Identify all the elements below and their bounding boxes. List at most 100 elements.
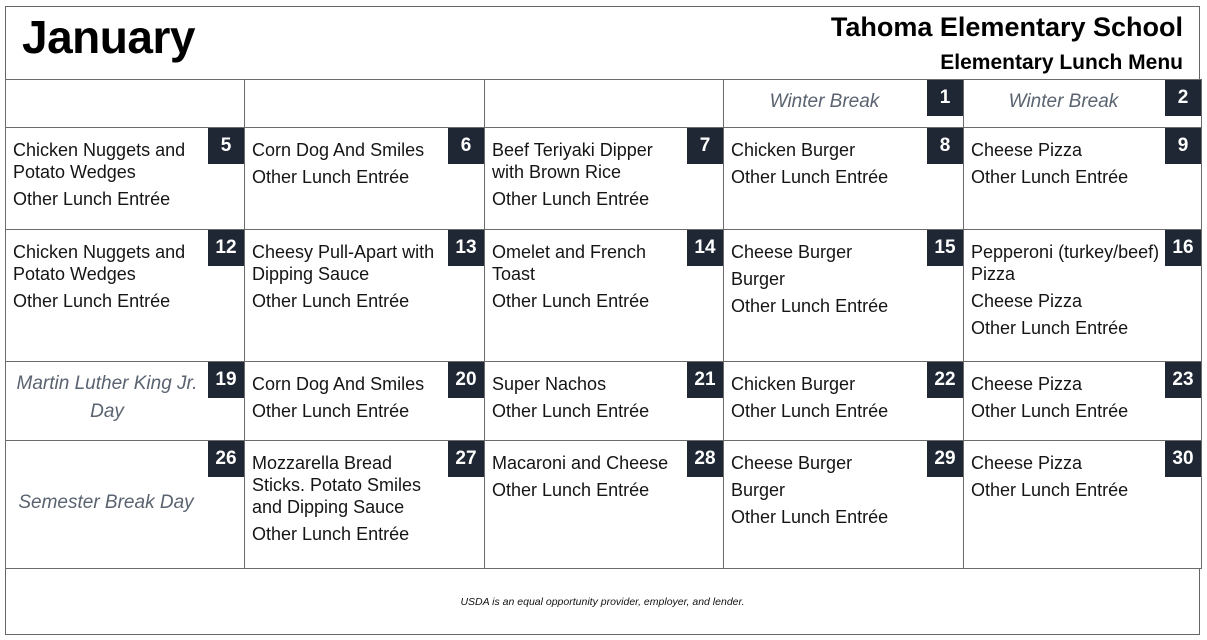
day-number-badge: 30 [1165, 441, 1201, 477]
menu-item: Corn Dog And Smiles [252, 374, 425, 394]
day-number-badge: 20 [448, 362, 484, 398]
menu-title: Elementary Lunch Menu [940, 51, 1183, 74]
menu-item: Cheese Pizza [971, 453, 1083, 473]
day-cell: 29 Cheese Burger Burger Other Lunch Entrée [723, 440, 964, 569]
menu-item: Other Lunch Entrée [731, 401, 889, 421]
menu-item: Other Lunch Entrée [252, 167, 410, 187]
menu-items: Corn Dog And Smiles Other Lunch Entrée [252, 139, 444, 193]
month-title: January [22, 11, 195, 63]
day-number-badge: 29 [927, 441, 963, 477]
menu-item: Other Lunch Entrée [252, 401, 410, 421]
day-number-badge: 14 [687, 230, 723, 266]
holiday-note: Winter Break [769, 91, 880, 112]
holiday-note: Semester Break Day [18, 492, 194, 513]
menu-items: Super Nachos Other Lunch Entrée [492, 373, 683, 427]
day-cell [244, 79, 485, 128]
day-cell: 1 Winter Break [723, 79, 964, 128]
day-cell: 21 Super Nachos Other Lunch Entrée [484, 361, 724, 441]
holiday-note: Martin Luther King Jr. Day [16, 373, 198, 422]
menu-item: Cheese Pizza [971, 140, 1083, 160]
holiday-note: Winter Break [1008, 91, 1119, 112]
menu-item: Other Lunch Entrée [13, 189, 171, 209]
menu-item: Chicken Burger [731, 140, 856, 160]
menu-item: Other Lunch Entrée [971, 167, 1129, 187]
day-cell: 5 Chicken Nuggets and Potato Wedges Other … [5, 127, 245, 230]
menu-items: Corn Dog And Smiles Other Lunch Entrée [252, 373, 444, 427]
day-number-badge: 22 [927, 362, 963, 398]
day-number-badge: 19 [208, 362, 244, 398]
day-cell: 19 Martin Luther King Jr. Day [5, 361, 245, 441]
day-cell: 28 Macaroni and Cheese Other Lunch Entrée [484, 440, 724, 569]
menu-items: Omelet and French Toast Other Lunch Entré… [492, 241, 683, 317]
menu-item: Other Lunch Entrée [731, 507, 889, 527]
day-number-badge: 5 [208, 128, 244, 164]
menu-item: Beef Teriyaki Dipper with Brown Rice [492, 140, 653, 182]
day-cell: 22 Chicken Burger Other Lunch Entrée [723, 361, 964, 441]
day-number-badge: 26 [208, 441, 244, 477]
menu-item: Chicken Nuggets and Potato Wedges [13, 140, 186, 182]
menu-items: Pepperoni (turkey/beef) Pizza Cheese Pizz… [971, 241, 1161, 344]
day-number-badge: 13 [448, 230, 484, 266]
day-cell: 30 Cheese Pizza Other Lunch Entrée [963, 440, 1202, 569]
menu-item: Cheese Pizza [971, 374, 1083, 394]
day-cell: 14 Omelet and French Toast Other Lunch Ent… [484, 229, 724, 362]
menu-items: Cheese Burger Burger Other Lunch Entrée [731, 452, 923, 533]
day-cell: 2 Winter Break [963, 79, 1202, 128]
menu-items: Chicken Burger Other Lunch Entrée [731, 139, 923, 193]
menu-item: Other Lunch Entrée [971, 401, 1129, 421]
day-number-badge: 16 [1165, 230, 1201, 266]
menu-items: Beef Teriyaki Dipper with Brown Rice Othe… [492, 139, 683, 215]
day-number-badge: 1 [927, 80, 963, 116]
menu-items: Mozzarella Bread Sticks. Potato Smiles a… [252, 452, 444, 550]
day-number-badge: 12 [208, 230, 244, 266]
menu-item: Other Lunch Entrée [13, 291, 171, 311]
menu-item: Chicken Nuggets and Potato Wedges [13, 242, 186, 284]
menu-items: Chicken Nuggets and Potato Wedges Other L… [13, 241, 204, 317]
menu-item: Other Lunch Entrée [731, 296, 889, 316]
day-number-badge: 6 [448, 128, 484, 164]
menu-item: Other Lunch Entrée [731, 167, 889, 187]
day-number-badge: 27 [448, 441, 484, 477]
day-number-badge: 8 [927, 128, 963, 164]
menu-items: Macaroni and Cheese Other Lunch Entrée [492, 452, 683, 506]
day-cell [484, 79, 724, 128]
day-number-badge: 28 [687, 441, 723, 477]
menu-item: Super Nachos [492, 374, 607, 394]
menu-item: Burger [731, 480, 786, 500]
menu-item: Other Lunch Entrée [252, 291, 410, 311]
day-number-badge: 23 [1165, 362, 1201, 398]
day-cell: 26 Semester Break Day [5, 440, 245, 569]
menu-item: Other Lunch Entrée [252, 524, 410, 544]
menu-item: Cheesy Pull-Apart with Dipping Sauce [252, 242, 435, 284]
menu-items: Chicken Burger Other Lunch Entrée [731, 373, 923, 427]
menu-item: Other Lunch Entrée [492, 401, 650, 421]
day-number-badge: 2 [1165, 80, 1201, 116]
day-number-badge: 9 [1165, 128, 1201, 164]
menu-items: Cheesy Pull-Apart with Dipping Sauce Othe… [252, 241, 444, 317]
menu-item: Other Lunch Entrée [971, 318, 1129, 338]
day-cell: 15 Cheese Burger Burger Other Lunch Entrée [723, 229, 964, 362]
usda-footer: USDA is an equal opportunity provider, e… [460, 595, 745, 608]
menu-items: Cheese Pizza Other Lunch Entrée [971, 373, 1161, 427]
menu-item: Mozzarella Bread Sticks. Potato Smiles a… [252, 453, 422, 517]
day-cell: 16 Pepperoni (turkey/beef) Pizza Cheese Pi… [963, 229, 1202, 362]
menu-item: Chicken Burger [731, 374, 856, 394]
day-cell: 27 Mozzarella Bread Sticks. Potato Smiles… [244, 440, 485, 569]
day-cell: 7 Beef Teriyaki Dipper with Brown Rice Oth… [484, 127, 724, 230]
menu-item: Cheese Burger [731, 453, 853, 473]
menu-items: Cheese Pizza Other Lunch Entrée [971, 139, 1161, 193]
menu-item: Corn Dog And Smiles [252, 140, 425, 160]
day-cell: 6 Corn Dog And Smiles Other Lunch Entrée [244, 127, 485, 230]
menu-items: Cheese Burger Burger Other Lunch Entrée [731, 241, 923, 322]
day-cell: 20 Corn Dog And Smiles Other Lunch Entrée [244, 361, 485, 441]
menu-item: Other Lunch Entrée [492, 480, 650, 500]
menu-item: Cheese Burger [731, 242, 853, 262]
day-cell: 13 Cheesy Pull-Apart with Dipping Sauce Ot… [244, 229, 485, 362]
day-number-badge: 15 [927, 230, 963, 266]
menu-item: Burger [731, 269, 786, 289]
menu-item: Omelet and French Toast [492, 242, 647, 284]
menu-item: Cheese Pizza [971, 291, 1083, 311]
menu-item: Other Lunch Entrée [971, 480, 1129, 500]
menu-item: Pepperoni (turkey/beef) Pizza [971, 242, 1160, 284]
menu-items: Cheese Pizza Other Lunch Entrée [971, 452, 1161, 506]
